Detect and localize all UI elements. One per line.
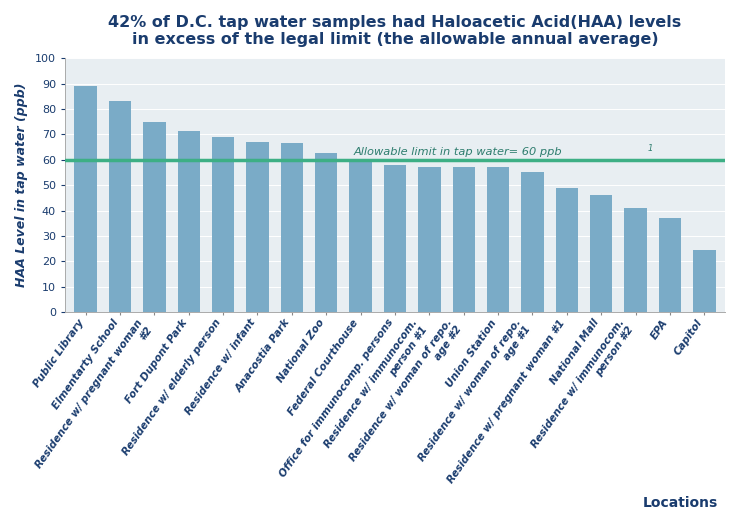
Bar <box>521 173 544 312</box>
Title: 42% of D.C. tap water samples had Haloacetic Acid(HAA) levels
in excess of the l: 42% of D.C. tap water samples had Haloac… <box>108 15 682 47</box>
Bar <box>75 86 97 312</box>
Bar <box>659 218 682 312</box>
Text: 1: 1 <box>648 144 653 153</box>
Bar <box>693 250 716 312</box>
Bar <box>625 208 647 312</box>
Bar <box>590 195 613 312</box>
Bar <box>556 187 578 312</box>
Y-axis label: HAA Level in tap water (ppb): HAA Level in tap water (ppb) <box>15 83 28 287</box>
Bar <box>418 167 440 312</box>
Bar <box>453 167 475 312</box>
Bar <box>315 153 337 312</box>
Text: Locations: Locations <box>642 496 718 510</box>
Bar <box>212 137 235 312</box>
Bar <box>384 165 406 312</box>
Bar <box>178 131 200 312</box>
Bar <box>349 161 371 312</box>
Bar <box>143 122 166 312</box>
Bar <box>487 167 509 312</box>
Bar <box>246 142 269 312</box>
Bar <box>109 101 131 312</box>
Bar <box>280 143 303 312</box>
Text: Allowable limit in tap water= 60 ppb: Allowable limit in tap water= 60 ppb <box>354 147 562 157</box>
